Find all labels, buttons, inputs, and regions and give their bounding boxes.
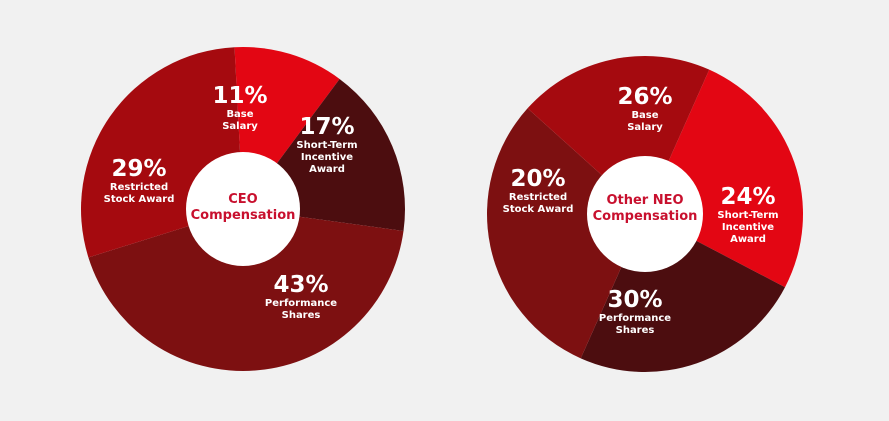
ceo-pct-base-salary: 11% [212, 83, 268, 109]
neo-name-base-salary: Base Salary [627, 110, 663, 133]
ceo-name-performance-shares: Performance Shares [264, 298, 338, 321]
neo-slice-performance-shares [487, 108, 645, 359]
neo-label-short-term-incentive: 24% Short-Term Incentive Award [717, 185, 778, 246]
neo-name-short-term-incentive: Short-Term Incentive Award [717, 210, 779, 245]
neo-chart-title: Other NEO Compensation [592, 193, 698, 224]
neo-slice-restricted-stock [527, 56, 710, 214]
ceo-chart-title: CEO Compensation [190, 192, 296, 223]
ceo-label-short-term-incentive: 17% Short-Term Incentive Award [296, 115, 357, 176]
neo-label-base-salary: 26% Base Salary [617, 85, 672, 134]
ceo-label-performance-shares: 43% Performance Shares [265, 273, 337, 322]
ceo-slice-performance-shares [88, 209, 404, 372]
ceo-name-restricted-stock: Restricted Stock Award [103, 182, 175, 205]
ceo-name-base-salary: Base Salary [222, 109, 258, 132]
neo-name-performance-shares: Performance Shares [598, 313, 672, 336]
neo-pct-restricted-stock: 20% [510, 166, 566, 192]
ceo-pct-performance-shares: 43% [273, 272, 329, 298]
neo-pct-short-term-incentive: 24% [720, 184, 776, 210]
ceo-label-restricted-stock: 29% Restricted Stock Award [104, 157, 175, 206]
neo-center-hole [587, 156, 703, 272]
neo-name-restricted-stock: Restricted Stock Award [502, 192, 574, 215]
neo-pct-base-salary: 26% [617, 84, 673, 110]
ceo-pct-restricted-stock: 29% [111, 156, 167, 182]
neo-pct-performance-shares: 30% [607, 287, 663, 313]
ceo-center-hole [186, 152, 300, 266]
ceo-label-base-salary: 11% Base Salary [212, 84, 267, 133]
ceo-name-short-term-incentive: Short-Term Incentive Award [296, 140, 358, 175]
ceo-pct-short-term-incentive: 17% [299, 114, 355, 140]
neo-label-restricted-stock: 20% Restricted Stock Award [503, 167, 574, 216]
neo-label-performance-shares: 30% Performance Shares [599, 288, 671, 337]
